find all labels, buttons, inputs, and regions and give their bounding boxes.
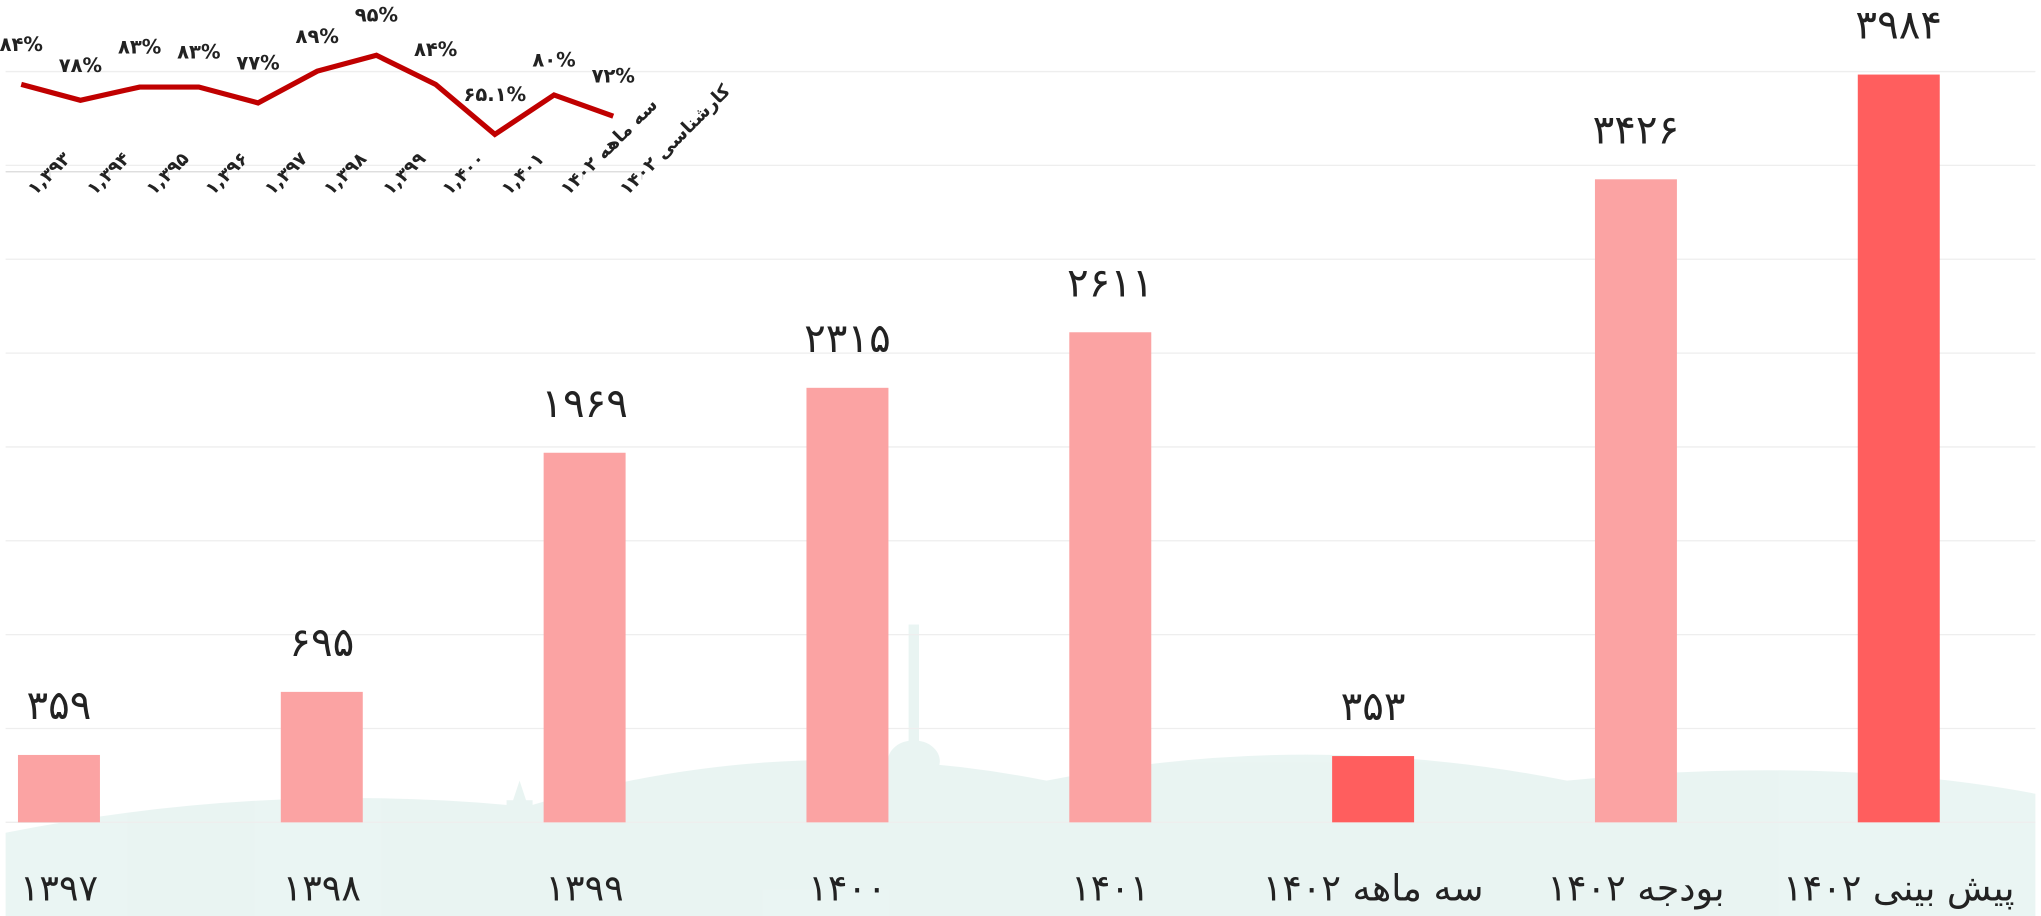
x-tick-label: ۱,۳۹۵: [142, 148, 193, 199]
bar: [280, 691, 363, 823]
value-label: ۷۲%: [592, 65, 635, 88]
value-label: ۳۵۹: [26, 682, 91, 729]
value-label: ۶۹۵: [289, 619, 354, 666]
value-label: ۷۸%: [59, 54, 102, 77]
value-label: ۸۰%: [532, 49, 575, 72]
value-label: ۸۳%: [118, 36, 161, 59]
value-label: ۹۵%: [355, 4, 398, 27]
x-tick-label: ۱۴۰۰: [808, 866, 886, 909]
x-tick-label: ۱۴۰۱: [1071, 866, 1149, 909]
skyline-background: [5, 624, 2036, 916]
value-label: ۳۴۲۶: [1593, 106, 1680, 153]
x-tick-label: بودجه ۱۴۰۲: [1547, 866, 1724, 909]
x-tick-label: ۱,۳۹۶: [201, 148, 252, 199]
x-tick-label: ۱,۳۹۹: [379, 148, 430, 199]
value-label: ۸۴%: [414, 38, 457, 61]
bar: [1594, 179, 1677, 823]
x-tick-label: کارشناسی ۱۴۰۲: [616, 80, 735, 199]
bar: [17, 754, 100, 823]
x-tick-label: ۱,۳۹۴: [83, 148, 134, 199]
value-label: ۳۵۳: [1341, 683, 1406, 730]
x-tick-label: ۱۳۹۸: [283, 866, 361, 909]
x-tick-label: ۱,۳۹۸: [320, 148, 371, 199]
value-label: ۷۷%: [236, 51, 279, 74]
bar: [1069, 332, 1152, 823]
bar: [543, 452, 626, 823]
bar: [1857, 74, 1940, 823]
value-label: ۸۳%: [177, 41, 220, 64]
bar: [806, 387, 889, 823]
x-tick-label: ۱۳۹۷: [20, 866, 98, 909]
value-label: ۲۳۱۵: [804, 315, 891, 362]
x-tick-label: ۱,۳۹۳: [24, 148, 75, 199]
x-tick-label: ۱۳۹۹: [545, 866, 623, 909]
bar: [1332, 756, 1415, 823]
value-label: ۸۹%: [296, 25, 339, 48]
line: [20, 52, 615, 138]
x-tick-label: ۱,۳۹۷: [261, 148, 312, 199]
x-tick-label: پیش بینی ۱۴۰۲: [1783, 866, 2014, 909]
value-label: ۳۹۸۴: [1855, 2, 1942, 49]
value-label: ۸۴%: [0, 33, 43, 56]
value-label: ۱۹۶۹: [541, 380, 628, 427]
x-tick-label: سه ماهه ۱۴۰۲: [1263, 866, 1484, 909]
x-tick-label: ۱,۴۰۰: [438, 148, 489, 199]
value-label: ۶۵.۱%: [464, 83, 527, 106]
value-label: ۲۶۱۱: [1067, 259, 1154, 306]
x-tick-label: ۱,۴۰۱: [497, 148, 548, 199]
